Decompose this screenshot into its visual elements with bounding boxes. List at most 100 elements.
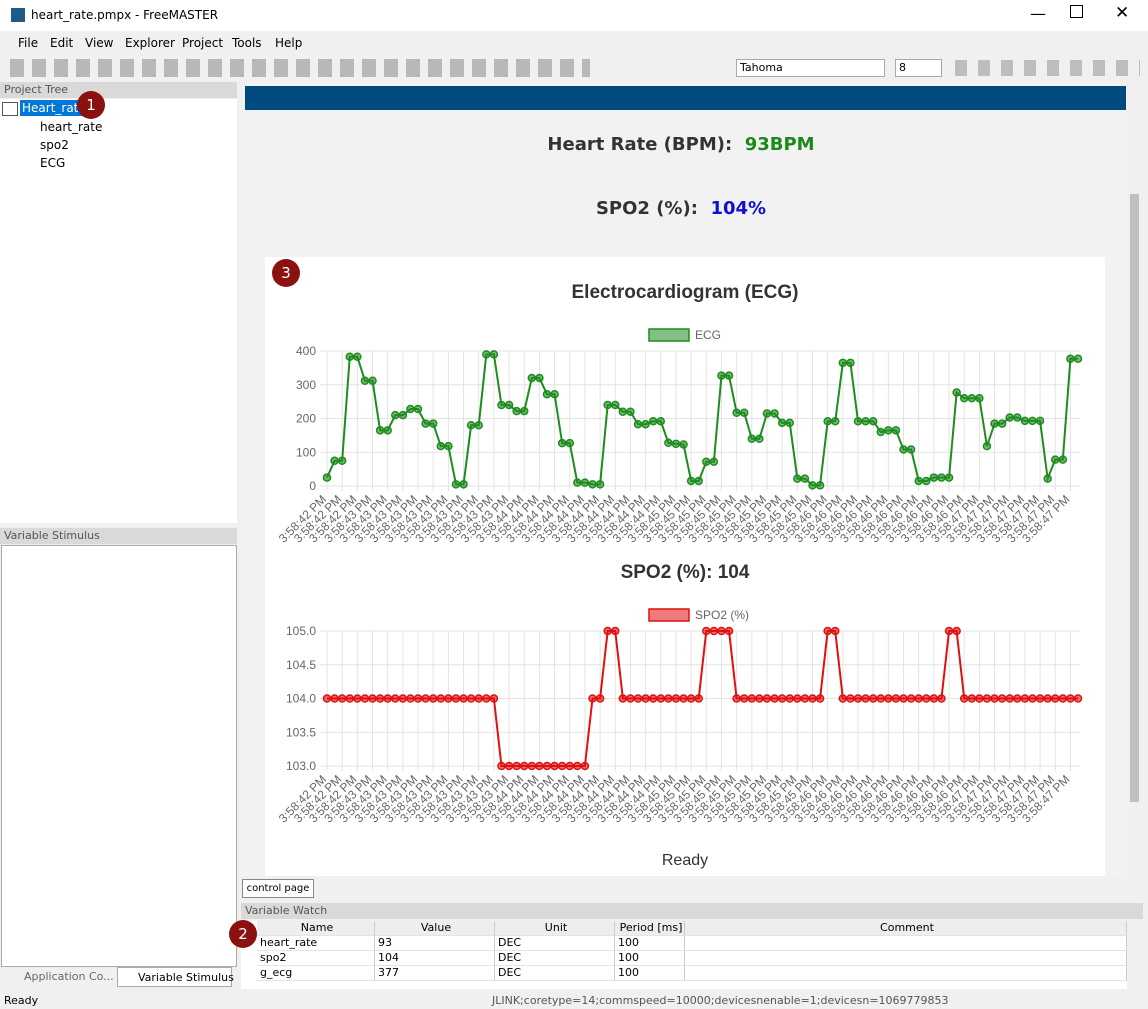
tab[interactable]: Variable Stimulus (117, 967, 234, 987)
title-bar: heart_rate.pmpx - FreeMASTER — ✕ (0, 0, 1148, 31)
tab[interactable]: control page (242, 879, 314, 898)
heart-rate-line: Heart Rate (BPM): 93BPM (241, 134, 1121, 155)
table-cell: 104 (375, 951, 495, 966)
panel-header: Project Tree (0, 82, 237, 98)
point (565, 761, 574, 771)
point (391, 410, 400, 420)
point (747, 694, 757, 703)
window-title: heart_rate.pmpx - FreeMASTER (31, 8, 219, 22)
point (527, 761, 537, 771)
point (846, 358, 855, 368)
menu-item[interactable]: View (85, 36, 114, 50)
size-select[interactable]: 8 (895, 59, 942, 77)
point (656, 694, 666, 703)
point (504, 761, 514, 771)
minimize[interactable]: — (1030, 4, 1046, 23)
point (504, 400, 514, 410)
point (1043, 694, 1052, 703)
point (482, 694, 491, 703)
point (535, 373, 544, 383)
tab[interactable]: Application Co... (24, 970, 114, 983)
maximize[interactable] (1070, 5, 1083, 18)
point (383, 694, 392, 703)
point (937, 473, 946, 482)
point (785, 418, 794, 428)
point (755, 694, 764, 703)
point (337, 694, 347, 703)
point (997, 694, 1007, 703)
point (611, 400, 620, 410)
menu-item[interactable]: Tools (232, 36, 262, 50)
app-icon (11, 8, 25, 22)
charts-card: Ready Electrocardiogram (ECG) ECG 0 100 200 3… (265, 257, 1105, 876)
close[interactable]: ✕ (1115, 3, 1130, 23)
point (838, 694, 848, 703)
menu-item[interactable]: Project (182, 36, 224, 50)
menu-item[interactable]: Explorer (125, 36, 175, 50)
point (967, 694, 977, 703)
toolbar-icons[interactable] (10, 59, 590, 77)
point (906, 445, 916, 454)
tree-item[interactable]: heart_rate (40, 120, 103, 134)
table-cell (685, 966, 1127, 981)
point (899, 694, 908, 703)
legend-swatch (648, 328, 690, 342)
point (982, 441, 992, 451)
y-tick-label: 103.5 (286, 725, 316, 739)
point (686, 476, 696, 486)
panel-header: Variable Stimulus (0, 528, 237, 544)
point (588, 694, 597, 703)
point (944, 473, 954, 482)
point (330, 694, 339, 703)
point (557, 438, 567, 448)
point (512, 406, 521, 416)
scroll-thumb[interactable] (1130, 194, 1139, 802)
point (535, 761, 544, 771)
legend-label[interactable]: SPO2 (%) (695, 608, 749, 622)
point (519, 761, 529, 771)
point (330, 456, 339, 465)
point (345, 352, 355, 361)
point (466, 421, 476, 430)
status-right: JLINK;coretype=14;commspeed=10000;device… (492, 994, 949, 1007)
point (1005, 413, 1014, 422)
menu-item[interactable]: Help (275, 36, 303, 50)
font-select[interactable]: Tahoma (736, 59, 885, 77)
tree-item[interactable]: spo2 (40, 138, 69, 152)
point (1020, 694, 1030, 703)
badge: 3 (272, 259, 300, 287)
menu-item[interactable]: Edit (50, 36, 74, 50)
point (1020, 416, 1030, 426)
tree-item[interactable]: ECG (40, 156, 66, 170)
point (406, 404, 415, 414)
point (618, 407, 628, 416)
point (550, 761, 559, 771)
y-tick-label: 103.0 (286, 759, 316, 773)
point (459, 480, 468, 489)
point (861, 694, 870, 703)
menu-item[interactable]: File (18, 36, 39, 50)
label: SPO2 (%): (595, 198, 698, 219)
point (648, 416, 658, 426)
format-icons[interactable] (955, 60, 1140, 76)
scrollbar[interactable] (1127, 82, 1143, 876)
point (808, 694, 817, 703)
point (739, 694, 749, 703)
point (611, 626, 620, 636)
point (1028, 416, 1037, 426)
point (391, 694, 400, 703)
point (815, 481, 825, 490)
y-tick-label: 0 (309, 479, 316, 493)
point (823, 626, 832, 636)
point (990, 419, 999, 428)
legend-swatch (648, 608, 690, 622)
project-tree: Heart_rate heart_rate spo2 ECG (0, 99, 237, 523)
point (588, 480, 597, 489)
tree-item[interactable]: Heart_rate (20, 100, 88, 116)
point (808, 481, 817, 490)
point (497, 400, 506, 410)
status-text: Ready (662, 852, 708, 869)
point (322, 694, 332, 703)
legend-label[interactable]: ECG (695, 328, 721, 342)
chart-title: SPO2 (%): 104 (621, 562, 750, 583)
